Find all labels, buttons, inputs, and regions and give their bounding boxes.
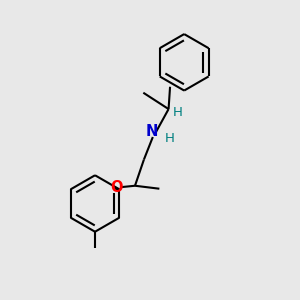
Text: O: O [110,180,123,195]
Text: H: H [165,132,175,145]
Text: N: N [146,124,158,139]
Text: H: H [173,106,183,118]
